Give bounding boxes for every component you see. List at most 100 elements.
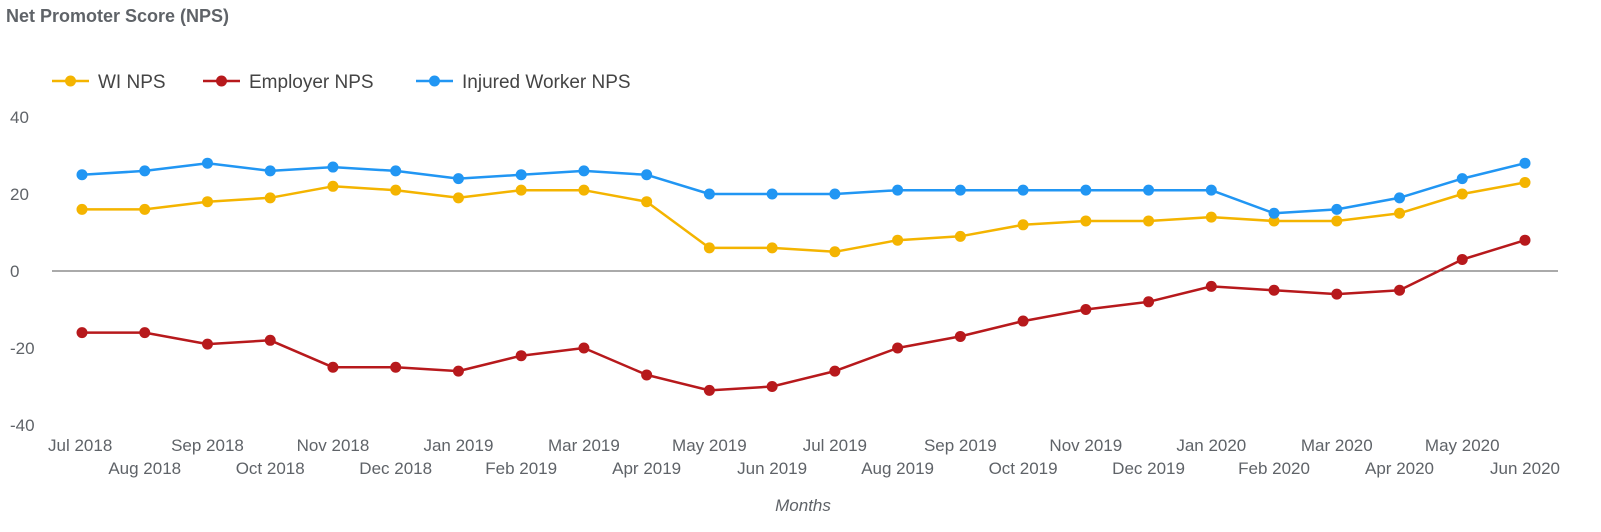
data-point	[264, 165, 276, 177]
x-tick-label: Feb 2020	[1238, 459, 1310, 478]
data-point	[327, 180, 339, 192]
legend-label: WI NPS	[98, 72, 166, 93]
data-point	[515, 184, 527, 196]
x-axis: Jul 2018 Aug 2018 Sep 2018 Oct 2018 Nov 2018…	[48, 436, 1560, 478]
data-point	[390, 184, 402, 196]
x-tick-label: Apr 2019	[612, 459, 681, 478]
data-point	[1080, 304, 1092, 315]
x-tick-label: May 2020	[1425, 436, 1500, 455]
data-point	[1394, 207, 1406, 219]
series-points	[76, 157, 1531, 396]
y-tick-label: -20	[10, 339, 35, 358]
y-axis: -40 -20 0 20 40	[10, 108, 35, 435]
data-point	[829, 246, 841, 258]
y-tick-label: 20	[10, 185, 29, 204]
data-point	[703, 242, 715, 254]
x-tick-label: Jul 2018	[48, 436, 112, 455]
data-point	[1143, 184, 1155, 196]
series-line-0	[82, 181, 1526, 254]
data-point	[452, 365, 464, 377]
data-point	[264, 192, 276, 204]
data-point	[1017, 184, 1029, 196]
data-point	[76, 327, 88, 339]
data-point	[766, 242, 778, 254]
data-point	[829, 365, 841, 377]
data-point	[201, 338, 213, 350]
x-tick-label: Apr 2020	[1365, 459, 1434, 478]
data-point	[1456, 188, 1468, 200]
data-point	[1143, 296, 1155, 308]
data-point	[515, 169, 527, 181]
data-point	[954, 184, 966, 196]
x-tick-label: Oct 2018	[236, 459, 305, 478]
data-point	[892, 184, 904, 196]
x-tick-label: Nov 2019	[1049, 436, 1122, 455]
legend-swatch-dot	[216, 75, 227, 87]
x-tick-label: Mar 2019	[548, 436, 620, 455]
x-tick-label: Aug 2018	[108, 459, 181, 478]
legend-swatch-dot	[429, 75, 440, 87]
data-point	[641, 196, 653, 208]
data-point	[1394, 192, 1406, 204]
data-point	[139, 203, 151, 215]
data-point	[327, 161, 339, 173]
x-tick-label: Nov 2018	[297, 436, 370, 455]
data-point	[515, 350, 527, 362]
legend-label: Injured Worker NPS	[462, 72, 631, 93]
data-point	[766, 188, 778, 200]
x-tick-label: Dec 2018	[359, 459, 432, 478]
x-tick-label: Dec 2019	[1112, 459, 1185, 478]
data-point	[578, 184, 590, 196]
data-point	[201, 157, 213, 169]
series-line-2	[81, 161, 1526, 215]
y-tick-label: -40	[10, 416, 35, 435]
data-point	[1519, 157, 1531, 169]
data-point	[327, 361, 339, 373]
legend-swatch-dot	[65, 75, 76, 87]
data-point	[1268, 207, 1280, 219]
data-point	[1143, 215, 1155, 227]
data-point	[139, 165, 151, 177]
data-point	[1331, 215, 1343, 227]
x-tick-label: Jun 2020	[1490, 459, 1560, 478]
data-point	[1456, 253, 1468, 265]
data-point	[954, 230, 966, 242]
x-tick-label: Jul 2019	[803, 436, 867, 455]
data-point	[1017, 219, 1029, 231]
data-point	[641, 369, 653, 381]
data-point	[703, 188, 715, 200]
data-point	[452, 173, 464, 185]
x-tick-label: Sep 2019	[924, 436, 997, 455]
data-point	[139, 327, 151, 339]
series-lines	[81, 161, 1526, 392]
data-point	[892, 342, 904, 354]
data-point	[1331, 203, 1343, 215]
x-tick-label: Feb 2019	[485, 459, 557, 478]
legend: WI NPS Employer NPS Injured Worker NPS	[52, 72, 631, 93]
data-point	[1205, 211, 1217, 223]
chart-title: Net Promoter Score (NPS)	[6, 6, 230, 26]
data-point	[1080, 215, 1092, 227]
data-point	[829, 188, 841, 200]
data-point	[452, 192, 464, 204]
data-point	[76, 203, 88, 215]
data-point	[264, 334, 276, 346]
y-tick-label: 40	[10, 108, 29, 127]
data-point	[578, 165, 590, 177]
x-tick-label: May 2019	[672, 436, 747, 455]
x-tick-label: Jan 2019	[423, 436, 493, 455]
data-point	[641, 169, 653, 181]
data-point	[703, 384, 715, 396]
series-line-1	[82, 239, 1526, 392]
data-point	[390, 361, 402, 373]
data-point	[1268, 284, 1280, 296]
data-point	[1519, 176, 1531, 188]
data-point	[201, 196, 213, 208]
y-tick-label: 0	[10, 262, 19, 281]
data-point	[766, 381, 778, 392]
x-tick-label: Oct 2019	[989, 459, 1058, 478]
x-tick-label: Jan 2020	[1176, 436, 1246, 455]
legend-label: Employer NPS	[249, 72, 374, 93]
data-point	[1205, 280, 1217, 292]
